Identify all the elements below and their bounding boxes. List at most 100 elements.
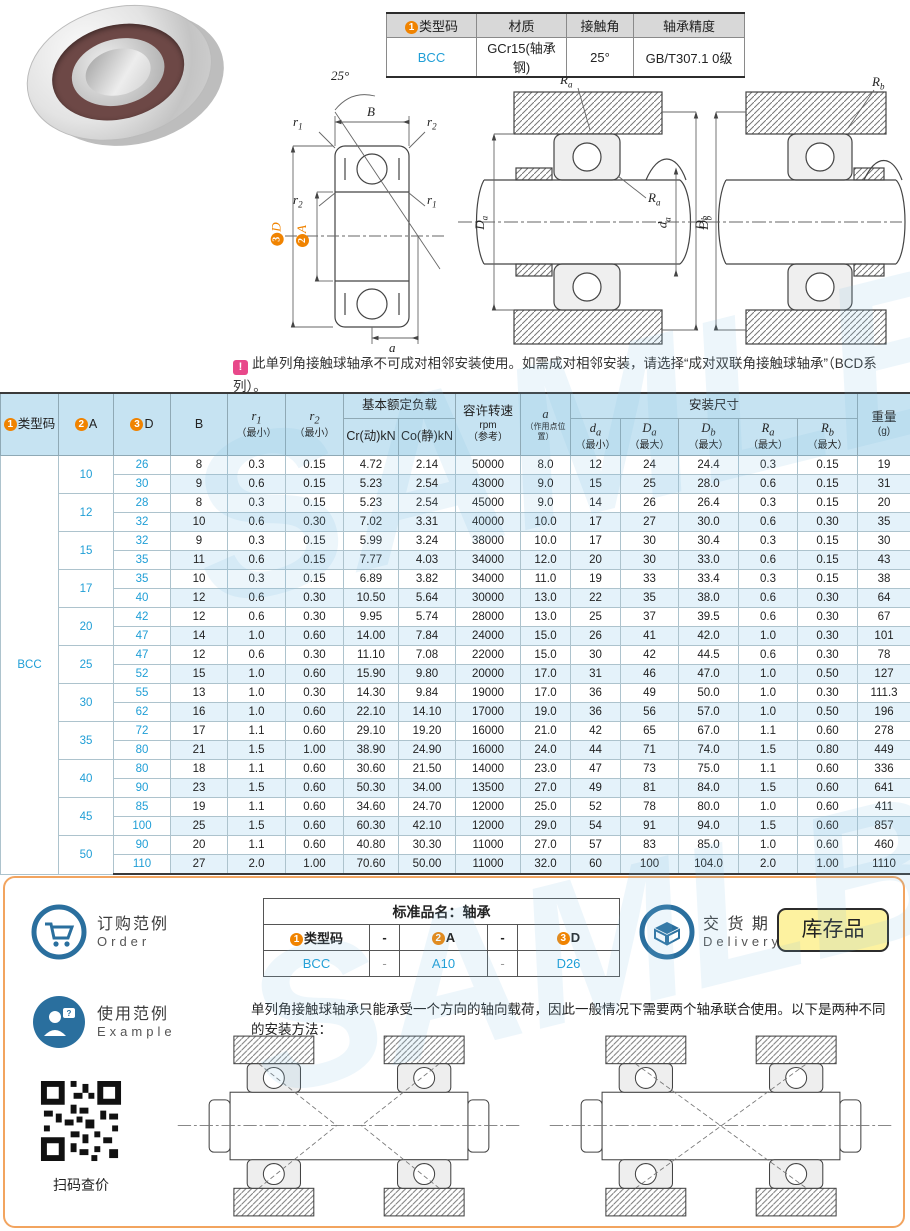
- data-cell: 13.0: [520, 607, 572, 627]
- data-cell: 30.4: [678, 531, 740, 551]
- badge-1-icon: 1: [3, 417, 17, 431]
- badge-3-icon: 3: [130, 417, 144, 431]
- data-cell: 17.0: [520, 683, 572, 703]
- data-cell: 278: [857, 721, 910, 741]
- data-cell: 641: [857, 778, 910, 798]
- data-cell: 0.30: [797, 626, 859, 646]
- data-cell: 24.90: [397, 740, 457, 760]
- data-cell: 0.6: [738, 550, 799, 570]
- data-cell: 3.24: [397, 531, 457, 551]
- order-section-title: 订购范例 Order: [97, 910, 169, 949]
- data-cell: 19: [170, 797, 228, 817]
- spec-header-type-code: 1 类型码: [386, 12, 477, 38]
- data-cell: 19.20: [397, 721, 457, 741]
- data-cell: 20000: [455, 664, 522, 684]
- r1-label: r1: [427, 192, 437, 210]
- data-cell: 23.0: [520, 759, 572, 779]
- a-value-cell: 20: [58, 607, 114, 646]
- data-cell: 0.3: [227, 531, 286, 551]
- d-value-cell: 55: [113, 683, 171, 703]
- data-cell: 0.30: [285, 607, 344, 627]
- data-cell: 8.0: [520, 455, 572, 475]
- data-cell: 0.80: [797, 740, 859, 760]
- example-section-title: 使用范例 Example: [97, 1000, 176, 1039]
- data-cell: 50.0: [678, 683, 740, 703]
- data-cell: 1.5: [227, 778, 286, 798]
- dim-da-label: da: [654, 217, 673, 229]
- data-cell: 1.5: [227, 740, 286, 760]
- data-cell: 10.50: [343, 588, 399, 608]
- data-cell: 2.14: [397, 455, 457, 475]
- a-value-cell: 35: [58, 721, 114, 760]
- data-cell: 54: [570, 816, 622, 836]
- type-code-cell: BCC: [0, 455, 59, 875]
- data-cell: 34000: [455, 550, 522, 570]
- data-cell: 1.0: [227, 702, 286, 722]
- data-cell: 0.60: [285, 721, 344, 741]
- data-cell: 9.95: [343, 607, 399, 627]
- data-cell: 14: [570, 493, 622, 513]
- data-cell: 0.6: [738, 645, 799, 665]
- table-row: 52 15 1.0 0.60 15.90 9.80 20000 17.0 31 46 47.0 1.0…: [1, 664, 910, 684]
- data-cell: 49: [570, 778, 622, 798]
- person-speech-icon: ?: [33, 996, 85, 1048]
- data-cell: 12: [170, 607, 228, 627]
- data-cell: 24.0: [520, 740, 572, 760]
- data-cell: 50.00: [397, 854, 457, 875]
- data-cell: 0.60: [285, 626, 344, 646]
- order-title-en: Order: [97, 934, 151, 949]
- data-cell: 37: [620, 607, 680, 627]
- a-value-cell: 17: [58, 569, 114, 608]
- data-cell: 1.5: [227, 816, 286, 836]
- data-cell: 22000: [455, 645, 522, 665]
- data-cell: 57: [570, 835, 622, 855]
- col-cr: Cr(动)kN: [343, 418, 399, 456]
- data-cell: 38.90: [343, 740, 399, 760]
- contact-angle-label: 25°: [331, 68, 350, 83]
- d-value-cell: 90: [113, 835, 171, 855]
- col-Db: Db （最大）: [678, 418, 740, 456]
- data-cell: 1.0: [738, 797, 799, 817]
- data-cell: 46: [620, 664, 680, 684]
- data-cell: 14000: [455, 759, 522, 779]
- col-speed: 容许转速 rpm （参考）: [455, 392, 522, 456]
- shaft: [580, 1091, 862, 1161]
- mount-a-svg: [458, 87, 704, 345]
- data-cell: 29.0: [520, 816, 572, 836]
- data-cell: 3.31: [397, 512, 457, 532]
- data-cell: 1.0: [227, 626, 286, 646]
- col-group-mount: 安装尺寸: [570, 392, 859, 419]
- data-cell: 78: [857, 645, 910, 665]
- data-cell: 29.10: [343, 721, 399, 741]
- data-cell: 30.0: [678, 512, 740, 532]
- data-cell: 13.0: [520, 588, 572, 608]
- r2-label: r2: [427, 114, 437, 132]
- data-cell: 91: [620, 816, 680, 836]
- data-cell: 78: [620, 797, 680, 817]
- spec-header-row: 1 类型码 材质 接触角 轴承精度: [386, 12, 745, 38]
- data-cell: 16: [170, 702, 228, 722]
- order-dash: -: [369, 950, 400, 977]
- data-cell: 34.00: [397, 778, 457, 798]
- d-value-cell: 90: [113, 778, 171, 798]
- d-value-cell: 47: [113, 626, 171, 646]
- data-cell: 0.60: [797, 797, 859, 817]
- data-cell: 18: [170, 759, 228, 779]
- table-row: 12 28 8 0.3 0.15 5.23 2.54 45000 9.0 14 26 26.4 0.3 0…: [1, 493, 910, 532]
- data-cell: 12000: [455, 797, 522, 817]
- data-cell: 17000: [455, 702, 522, 722]
- data-cell: 1.5: [738, 740, 799, 760]
- data-cell: 0.60: [797, 759, 859, 779]
- data-cell: 1.0: [738, 683, 799, 703]
- example-title-cn: 使用范例: [97, 1006, 170, 1023]
- delivery-box-icon: [639, 904, 695, 960]
- bearing-outline: [334, 145, 410, 328]
- data-cell: 0.3: [227, 569, 286, 589]
- data-cell: 0.50: [797, 664, 859, 684]
- col-co: Co(静)kN: [397, 418, 457, 456]
- data-cell: 0.6: [227, 588, 286, 608]
- data-cell: 15: [170, 664, 228, 684]
- data-cell: 94.0: [678, 816, 740, 836]
- data-cell: 5.64: [397, 588, 457, 608]
